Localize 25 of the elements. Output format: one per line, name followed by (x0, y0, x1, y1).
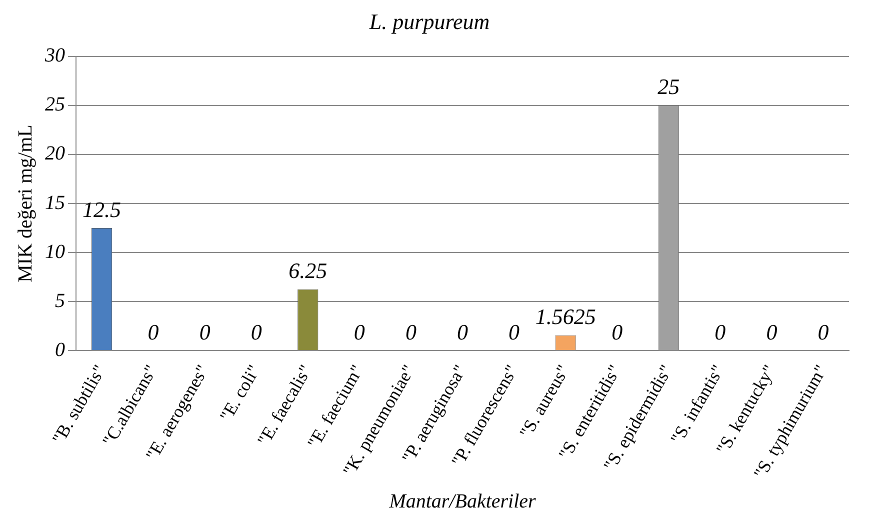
data-label: 0 (405, 319, 416, 344)
y-tick-label: 5 (55, 290, 65, 312)
data-label: 12.5 (82, 196, 122, 222)
data-label: 0 (766, 319, 778, 344)
chart-title: L. purpureum (368, 8, 490, 34)
data-label: 1.5625 (535, 304, 596, 330)
data-label: 0 (612, 319, 623, 344)
data-label: 25 (658, 74, 680, 100)
data-label: 0 (457, 319, 468, 344)
data-label: 0 (354, 319, 365, 344)
data-label: 0 (250, 319, 262, 344)
y-tick-label: 30 (44, 44, 65, 67)
data-label: 0 (714, 319, 726, 344)
y-tick-label: 0 (55, 338, 65, 361)
data-label: 0 (818, 319, 829, 344)
data-label: 6.25 (288, 258, 328, 284)
data-label: 0 (148, 319, 159, 344)
y-tick-label: 15 (45, 192, 65, 214)
data-label: 0 (199, 319, 210, 344)
y-axis-title: MIK değeri mg/mL (14, 124, 36, 282)
data-label: 0 (508, 319, 520, 344)
x-axis-title: Mantar/Bakteriler (388, 490, 536, 512)
y-tick-label: 25 (45, 94, 65, 116)
y-tick-label: 20 (45, 142, 65, 165)
y-tick-label: 10 (45, 240, 65, 263)
